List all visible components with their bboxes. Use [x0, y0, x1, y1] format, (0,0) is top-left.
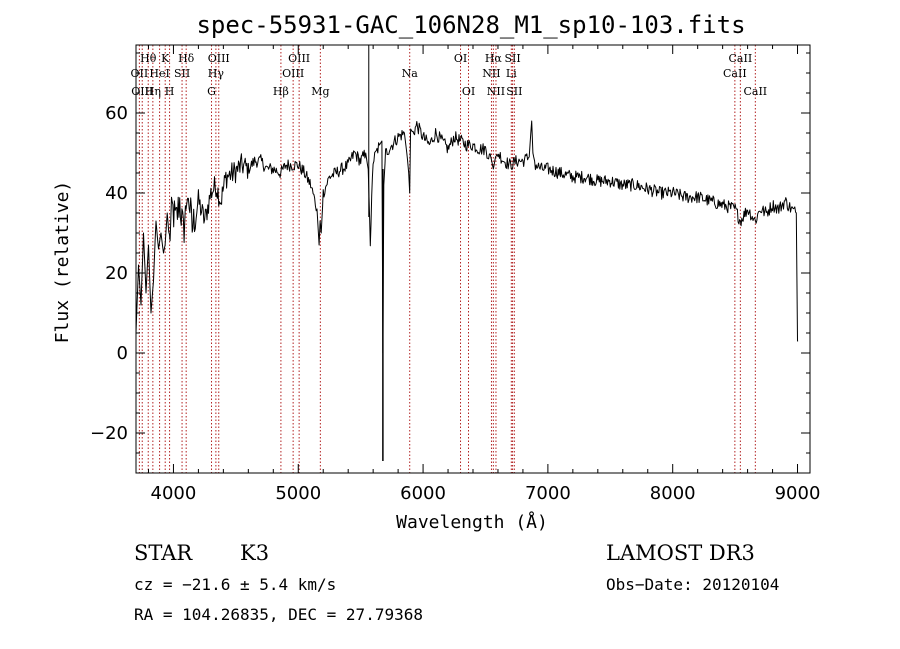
- spectrum-series: [135, 45, 799, 461]
- spectral-line-label: HeI: [149, 67, 169, 80]
- spectral-line-label: Hθ: [140, 52, 157, 65]
- y-tick-label: 40: [105, 183, 128, 204]
- spectral-line-label: K: [161, 52, 170, 65]
- spectral-line-markers: [138, 45, 756, 473]
- spectral-line-label: Hα: [485, 52, 503, 65]
- spectral-line-label: NII: [487, 85, 505, 98]
- spectral-line-label: Hγ: [208, 67, 225, 80]
- y-tick-label: 20: [105, 263, 128, 284]
- spectral-line-label: SII: [504, 52, 520, 65]
- spectral-line-label: Na: [402, 67, 419, 80]
- redshift-cz: cz = −21.6 ± 5.4 km/s: [134, 575, 336, 594]
- object-class: STAR: [134, 541, 193, 565]
- x-tick-label: 6000: [400, 483, 446, 504]
- axis-ticks: 4000 5000 6000 7000 8000 9000 −20 0 20 40 60: [90, 45, 820, 504]
- y-tick-label: −20: [90, 423, 128, 444]
- spectral-line-label: Mg: [311, 85, 329, 98]
- spectral-line-label: SII: [506, 85, 522, 98]
- spectral-line-label: OI: [462, 85, 475, 98]
- chart-title: spec-55931-GAC_106N28_M1_sp10-103.fits: [196, 11, 745, 39]
- spectral-line-label: Li: [506, 67, 517, 80]
- spectral-line-label: CaII: [743, 85, 767, 98]
- coordinates: RA = 104.26835, DEC = 27.79368: [134, 605, 423, 624]
- spectral-line-label: CaII: [729, 52, 753, 65]
- spectral-line-label: Hβ: [273, 85, 289, 98]
- y-tick-label: 60: [105, 103, 128, 124]
- x-tick-label: 5000: [275, 483, 321, 504]
- survey-name: LAMOST DR3: [606, 541, 755, 565]
- spectral-line-label: NII: [482, 67, 500, 80]
- spectral-line-label: OIII: [288, 52, 310, 65]
- spectral-line-label: CaII: [723, 67, 747, 80]
- y-tick-label: 0: [117, 343, 128, 364]
- spectral-line-label: OIII: [282, 67, 304, 80]
- x-tick-label: 8000: [650, 483, 696, 504]
- spectral-line-label: G: [207, 85, 216, 98]
- y-axis-label: Flux (relative): [52, 181, 73, 344]
- x-tick-label: 9000: [775, 483, 821, 504]
- object-subclass: K3: [240, 541, 269, 565]
- plot-frame: [135, 44, 811, 474]
- spectral-line-label: Hδ: [178, 52, 195, 65]
- spectral-line-label: OIII: [208, 52, 230, 65]
- observation-date: Obs−Date: 20120104: [606, 575, 779, 594]
- spectral-line-label: Hη: [145, 85, 161, 98]
- spectral-line-label: OIII: [131, 85, 153, 98]
- spectrum-line: [135, 120, 799, 354]
- spectral-line-label: H: [165, 85, 175, 98]
- x-axis-label: Wavelength (Å): [396, 511, 548, 533]
- spectral-line-label: OI: [454, 52, 467, 65]
- spectral-line-label: SII: [174, 67, 190, 80]
- x-tick-label: 4000: [151, 483, 197, 504]
- x-tick-label: 7000: [525, 483, 571, 504]
